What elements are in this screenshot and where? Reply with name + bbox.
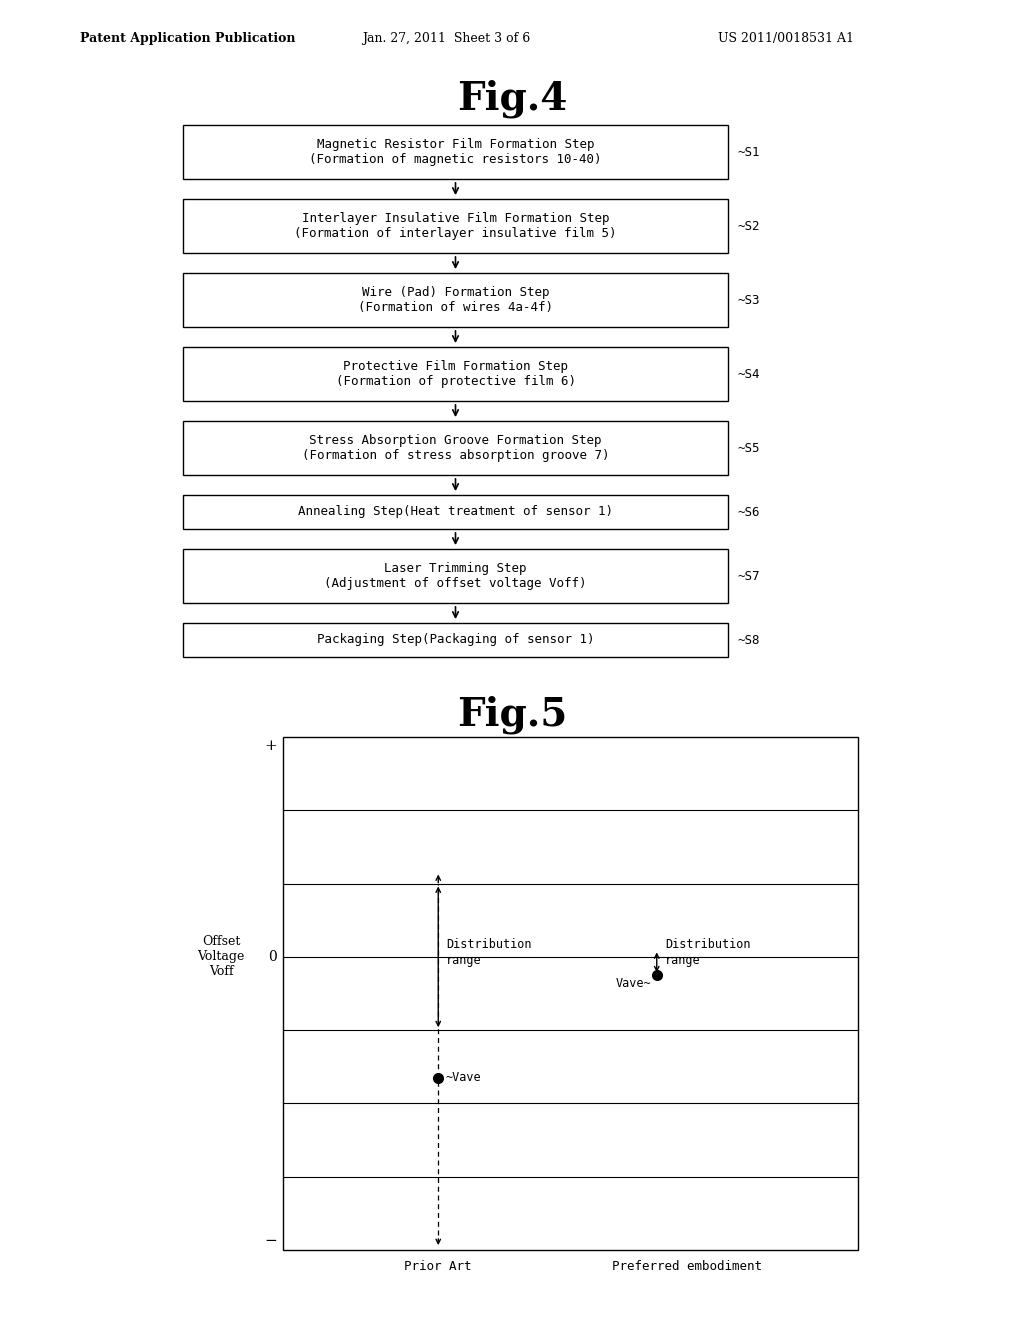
Bar bbox=[183, 421, 728, 475]
Text: Patent Application Publication: Patent Application Publication bbox=[80, 32, 296, 45]
Text: +: + bbox=[264, 739, 278, 752]
Text: Jan. 27, 2011  Sheet 3 of 6: Jan. 27, 2011 Sheet 3 of 6 bbox=[362, 32, 530, 45]
Bar bbox=[183, 347, 728, 401]
Text: Fig.4: Fig.4 bbox=[457, 81, 567, 119]
Text: ~S4: ~S4 bbox=[738, 367, 761, 380]
Text: ~S2: ~S2 bbox=[738, 219, 761, 232]
Text: Stress Absorption Groove Formation Step
(Formation of stress absorption groove 7: Stress Absorption Groove Formation Step … bbox=[302, 434, 609, 462]
Text: Protective Film Formation Step
(Formation of protective film 6): Protective Film Formation Step (Formatio… bbox=[336, 360, 575, 388]
Text: US 2011/0018531 A1: US 2011/0018531 A1 bbox=[718, 32, 854, 45]
Text: Prior Art: Prior Art bbox=[404, 1261, 472, 1272]
Text: Magnetic Resistor Film Formation Step
(Formation of magnetic resistors 10-40): Magnetic Resistor Film Formation Step (F… bbox=[309, 139, 602, 166]
Bar bbox=[183, 273, 728, 327]
Text: Fig.5: Fig.5 bbox=[457, 696, 567, 734]
Bar bbox=[183, 199, 728, 253]
Bar bbox=[183, 623, 728, 657]
Text: Distribution
range: Distribution range bbox=[446, 939, 531, 968]
Text: ~S5: ~S5 bbox=[738, 441, 761, 454]
Text: Distribution
range: Distribution range bbox=[665, 937, 751, 966]
Text: Interlayer Insulative Film Formation Step
(Formation of interlayer insulative fi: Interlayer Insulative Film Formation Ste… bbox=[294, 213, 616, 240]
Text: Offset
Voltage
Voff: Offset Voltage Voff bbox=[198, 936, 245, 978]
Text: ~S3: ~S3 bbox=[738, 293, 761, 306]
Bar bbox=[183, 549, 728, 603]
Text: ~S7: ~S7 bbox=[738, 569, 761, 582]
Bar bbox=[283, 737, 858, 1250]
Text: ~S6: ~S6 bbox=[738, 506, 761, 519]
Text: 0: 0 bbox=[268, 950, 278, 964]
Text: −: − bbox=[264, 1234, 278, 1247]
Text: ~S1: ~S1 bbox=[738, 145, 761, 158]
Bar bbox=[183, 125, 728, 180]
Text: Preferred embodiment: Preferred embodiment bbox=[611, 1261, 762, 1272]
Text: ~S8: ~S8 bbox=[738, 634, 761, 647]
Bar bbox=[183, 495, 728, 529]
Text: Laser Trimming Step
(Adjustment of offset voltage Voff): Laser Trimming Step (Adjustment of offse… bbox=[325, 562, 587, 590]
Text: Wire (Pad) Formation Step
(Formation of wires 4a-4f): Wire (Pad) Formation Step (Formation of … bbox=[358, 286, 553, 314]
Text: Annealing Step(Heat treatment of sensor 1): Annealing Step(Heat treatment of sensor … bbox=[298, 506, 613, 519]
Text: Packaging Step(Packaging of sensor 1): Packaging Step(Packaging of sensor 1) bbox=[316, 634, 594, 647]
Text: ~Vave: ~Vave bbox=[445, 1072, 481, 1084]
Text: Vave~: Vave~ bbox=[616, 977, 651, 990]
